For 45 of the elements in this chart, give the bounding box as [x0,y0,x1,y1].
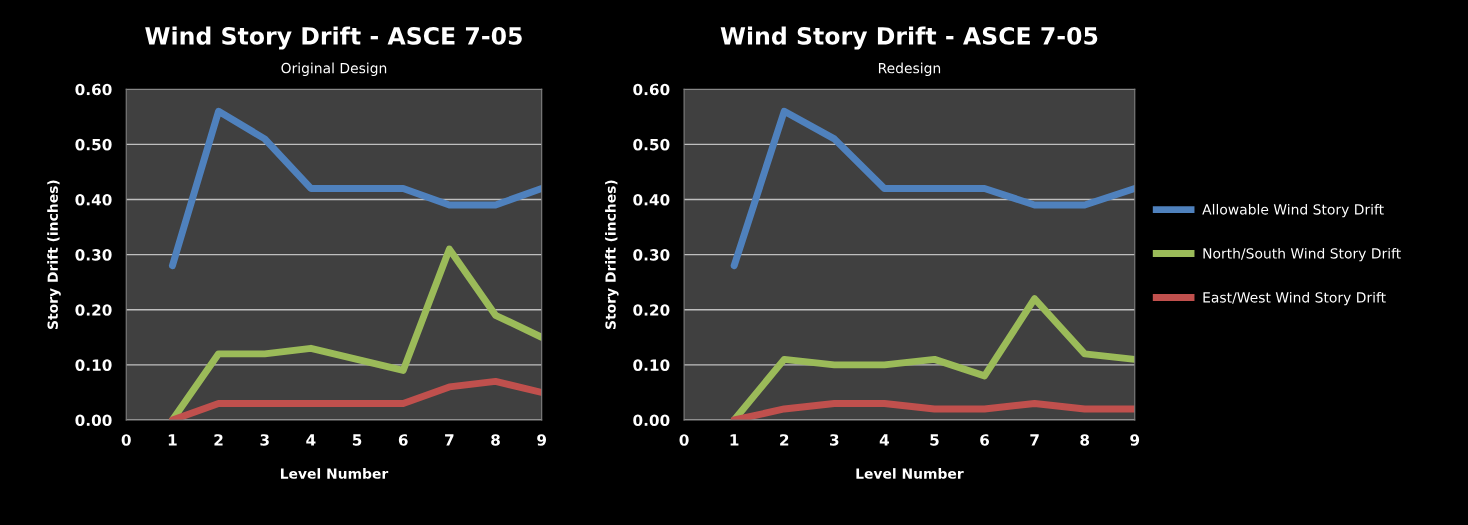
chart-subtitle: Redesign [878,62,941,77]
x-tick-label: 9 [1130,434,1140,446]
y-axis-title: Story Drift (inches) [605,180,619,329]
legend-label: North/South Wind Story Drift [1203,247,1401,262]
y-tick-label: 0.40 [75,193,112,206]
x-tick-label: 5 [352,434,362,446]
x-tick-label: 7 [1030,434,1039,446]
chart-title: Wind Story Drift - ASCE 7-05 [720,26,1098,50]
y-tick-label: 0.30 [75,249,112,261]
x-tick-label: 0 [121,434,131,446]
x-tick-label: 2 [780,434,789,446]
x-tick-label: 2 [214,434,223,446]
x-axis-title: Level Number [280,468,389,479]
y-tick-label: 0.50 [75,138,112,151]
y-tick-label: 0.50 [633,138,670,151]
x-tick-label: 1 [168,434,177,446]
legend-label: East/West Wind Story Drift [1203,291,1386,306]
x-tick-label: 0 [679,434,689,446]
y-tick-label: 0.00 [75,414,112,427]
x-tick-label: 5 [930,434,939,446]
x-tick-label: 7 [445,434,454,446]
x-tick-label: 6 [398,434,408,446]
x-tick-label: 8 [1080,434,1090,446]
y-tick-label: 0.20 [75,304,112,316]
x-tick-label: 1 [730,434,739,446]
chart-subtitle: Original Design [281,62,387,77]
x-tick-label: 9 [537,434,547,446]
y-tick-label: 0.10 [75,359,112,371]
y-axis-title: Story Drift (inches) [47,180,61,329]
y-tick-label: 0.00 [633,414,670,427]
y-tick-label: 0.10 [633,359,670,371]
x-axis-title: Level Number [856,468,964,479]
y-tick-label: 0.30 [633,249,670,261]
y-tick-label: 0.40 [633,193,670,206]
y-tick-label: 0.60 [633,83,670,96]
x-tick-label: 3 [830,434,839,446]
x-tick-label: 4 [306,434,316,446]
legend-label: Allowable Wind Story Drift [1202,203,1384,218]
x-tick-label: 6 [980,434,990,446]
x-tick-label: 8 [491,434,500,446]
y-tick-label: 0.60 [75,83,112,96]
x-tick-label: 3 [260,434,269,446]
x-tick-label: 4 [879,434,889,446]
chart-title: Wind Story Drift - ASCE 7-05 [145,26,522,50]
y-tick-label: 0.20 [633,304,670,316]
